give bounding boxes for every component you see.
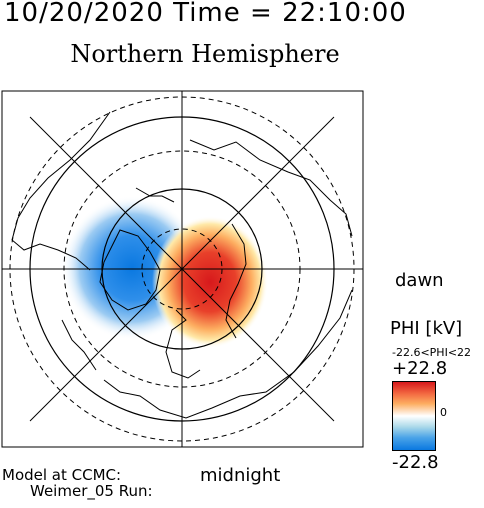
colorbar-range: -22.6<PHI<22 xyxy=(392,346,472,359)
meridian-line xyxy=(29,116,335,422)
colorbar-min-label: -22.8 xyxy=(392,452,439,473)
coastlines xyxy=(11,111,353,419)
colorbar-max-label: +22.8 xyxy=(392,358,448,379)
dawn-label: dawn xyxy=(395,270,444,291)
colorbar xyxy=(392,381,436,451)
hemisphere-title: Northern Hemisphere xyxy=(70,40,340,68)
colorbar-title: PHI [kV] xyxy=(390,318,463,339)
timestamp: 10/20/2020 Time = 22:10:00 xyxy=(4,0,407,28)
credit-line-2: Weimer_05 Run: xyxy=(30,482,153,500)
credit-line-1: Model at CCMC: xyxy=(2,466,122,484)
midnight-label: midnight xyxy=(200,465,281,486)
colorbar-zero-label: 0 xyxy=(440,406,447,419)
